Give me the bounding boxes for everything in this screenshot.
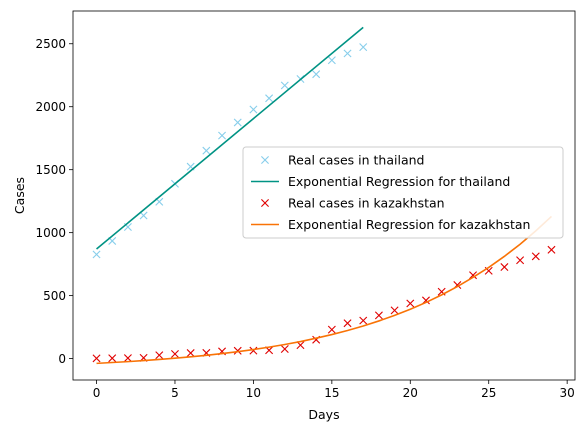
y-tick-label: 1500 [35, 163, 66, 177]
series-line [96, 26, 364, 250]
series-3 [96, 215, 553, 365]
legend-marker-handle [261, 199, 269, 207]
x-axis: 0 5 10 15 20 25 30 [93, 380, 575, 400]
legend: Real cases in thailand Exponential Regres… [242, 146, 564, 239]
data-point [265, 94, 274, 103]
data-point [233, 346, 242, 355]
data-point [547, 245, 556, 254]
data-point [233, 118, 242, 127]
y-tick-label: 0 [58, 352, 66, 366]
data-point [155, 351, 164, 360]
x-tick-label: 5 [171, 386, 179, 400]
data-point [280, 345, 289, 354]
data-point [92, 354, 101, 363]
legend-entry: Exponential Regression for kazakhstan [251, 217, 530, 232]
data-point [359, 316, 368, 325]
legend-entry: Real cases in thailand [261, 153, 424, 168]
data-point [531, 252, 540, 261]
y-axis: 0 500 1000 1500 2000 2500 [35, 37, 73, 366]
data-point [123, 354, 132, 363]
data-point [327, 325, 336, 334]
data-point [327, 56, 336, 65]
data-point [280, 81, 289, 90]
x-tick-label: 25 [481, 386, 496, 400]
data-point [406, 299, 415, 308]
data-point [92, 250, 101, 259]
series-1 [96, 26, 364, 250]
legend-box [242, 146, 564, 239]
y-axis-label: Cases [12, 177, 27, 214]
data-point [170, 349, 179, 358]
y-tick-label: 500 [43, 289, 66, 303]
data-point [390, 306, 399, 315]
data-point [108, 354, 117, 363]
x-tick-label: 10 [246, 386, 261, 400]
data-point [516, 256, 525, 265]
legend-label: Exponential Regression for kazakhstan [288, 217, 530, 232]
series-line [96, 215, 553, 365]
data-point [343, 319, 352, 328]
x-tick-label: 30 [560, 386, 575, 400]
data-point [312, 70, 321, 79]
data-point [500, 263, 509, 272]
y-tick-label: 2000 [35, 100, 66, 114]
x-tick-label: 0 [93, 386, 101, 400]
x-axis-label: Days [308, 407, 339, 422]
legend-label: Real cases in thailand [288, 153, 424, 168]
plot-content [92, 26, 556, 365]
data-point [249, 105, 258, 114]
data-point [374, 311, 383, 320]
x-tick-label: 15 [324, 386, 339, 400]
y-tick-label: 1000 [35, 226, 66, 240]
data-point [469, 271, 478, 280]
y-tick-label: 2500 [35, 37, 66, 51]
data-point [343, 49, 352, 58]
x-tick-label: 20 [403, 386, 418, 400]
legend-label: Real cases in kazakhstan [288, 196, 445, 211]
data-point [359, 43, 368, 52]
data-point [218, 131, 227, 140]
data-point [186, 349, 195, 358]
legend-entry: Real cases in kazakhstan [261, 196, 445, 211]
legend-entry: Exponential Regression for thailand [251, 174, 510, 189]
data-point [202, 146, 211, 155]
data-point [139, 211, 148, 220]
data-point [249, 346, 258, 355]
plot-frame [72, 10, 576, 381]
legend-marker-handle [261, 156, 269, 164]
legend-label: Exponential Regression for thailand [288, 174, 510, 189]
